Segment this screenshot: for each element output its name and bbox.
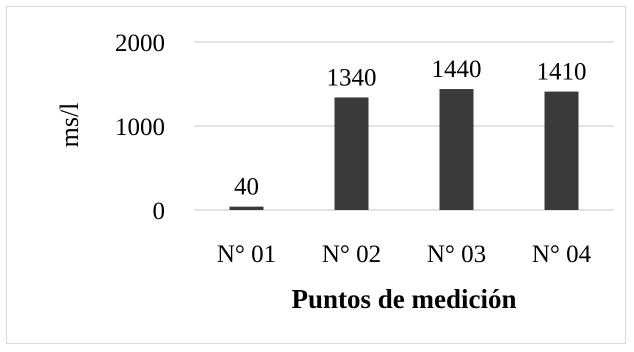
data-label: 1410 (537, 59, 587, 86)
bar (334, 97, 369, 210)
x-axis-ticks: N° 01 N° 02 N° 03 N° 04 (217, 241, 592, 268)
data-labels: 40 1340 1440 1410 (234, 56, 587, 201)
y-tick-label: 0 (153, 198, 166, 225)
x-tick-label: N° 03 (427, 241, 486, 268)
x-tick-label: N° 01 (217, 241, 276, 268)
x-tick-label: N° 02 (322, 241, 381, 268)
x-tick-label: N° 04 (532, 241, 592, 268)
y-tick-label: 2000 (115, 30, 165, 57)
y-axis-title: ms/l (55, 103, 84, 148)
data-label: 1340 (327, 64, 377, 91)
x-axis-title: Puntos de medición (291, 284, 516, 314)
y-axis-ticks: 0 1000 2000 (115, 30, 165, 225)
y-tick-label: 1000 (115, 114, 165, 141)
bar (544, 91, 579, 210)
data-label: 1440 (432, 56, 482, 83)
bars (229, 89, 579, 210)
data-label: 40 (234, 174, 259, 201)
chart-frame (6, 6, 626, 344)
bar (439, 89, 474, 210)
bar (229, 206, 264, 210)
gridlines (194, 41, 614, 211)
